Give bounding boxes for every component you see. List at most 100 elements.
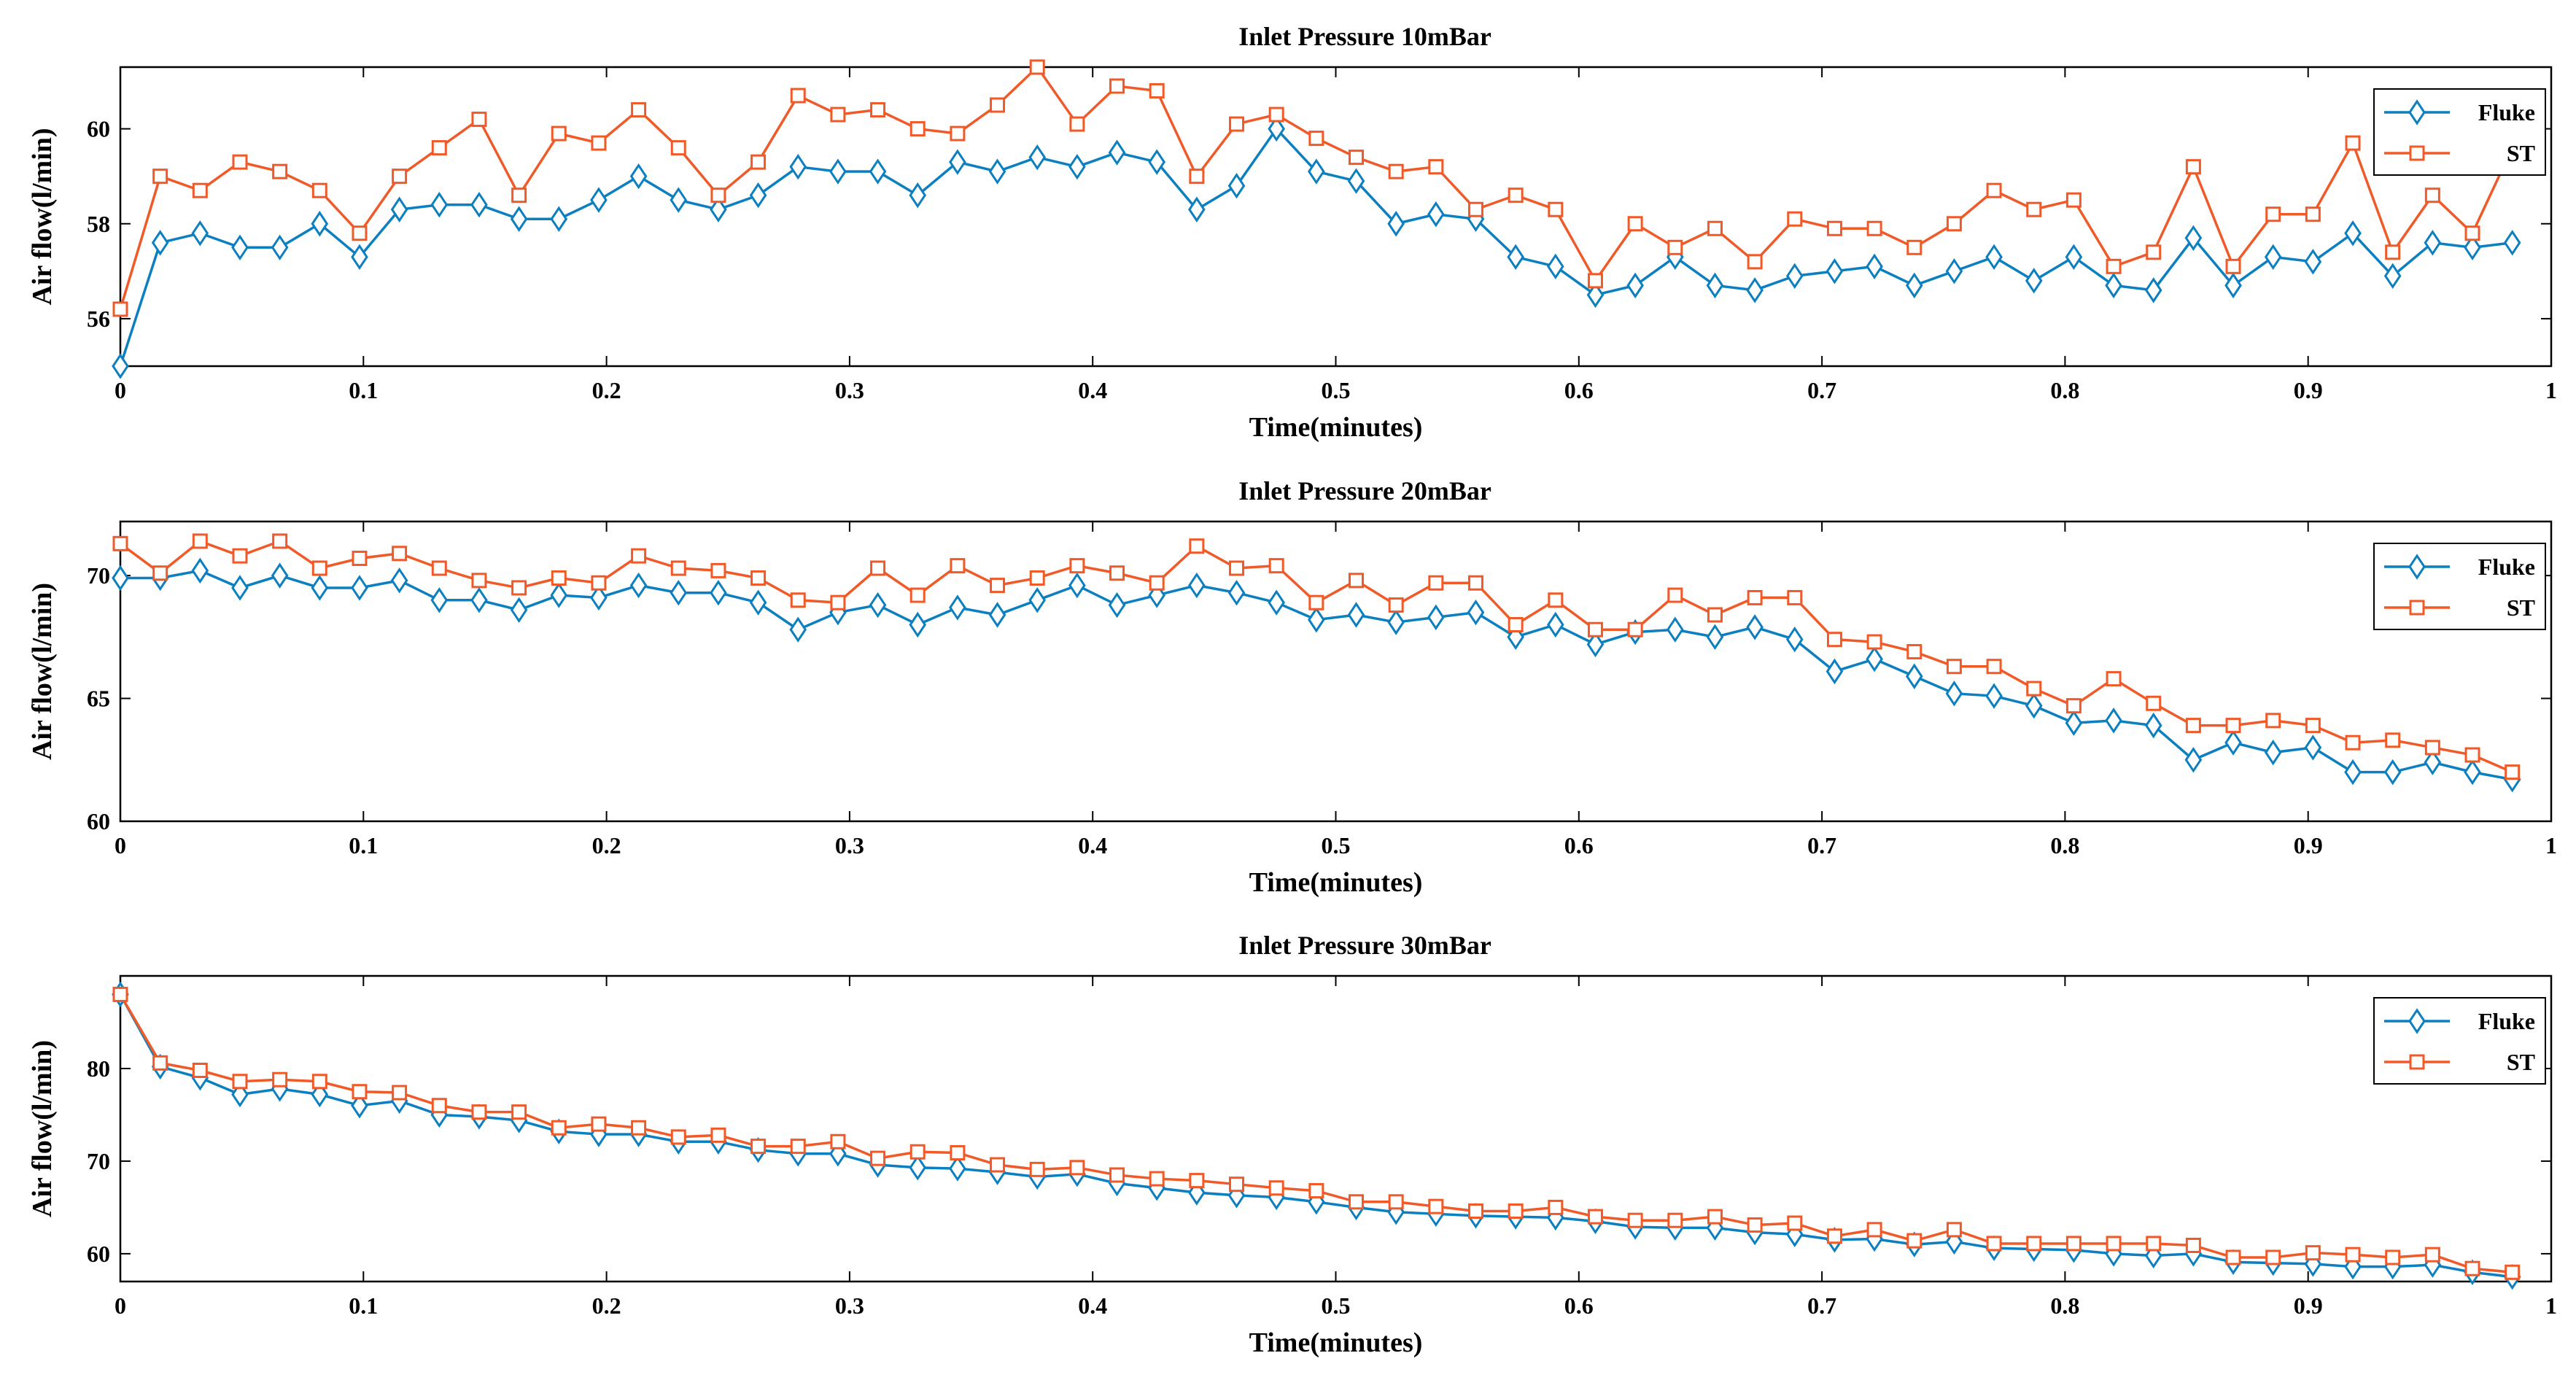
data-point (749, 182, 767, 209)
data-point (950, 1145, 966, 1161)
data-point (551, 125, 567, 141)
data-point (2344, 220, 2362, 247)
series-fluke (112, 115, 2521, 379)
y-tick-label: 56 (87, 306, 110, 332)
x-tick-label: 0.6 (1564, 1292, 1594, 1319)
data-point (1746, 614, 1764, 640)
data-point (2026, 1236, 2042, 1252)
data-point (1347, 602, 1365, 628)
data-point (1508, 616, 1524, 632)
data-point (272, 1071, 288, 1087)
data-point (2144, 277, 2162, 303)
data-point (1945, 681, 1963, 707)
data-point (1826, 1228, 1842, 1244)
data-point (272, 163, 288, 179)
data-point (2424, 230, 2442, 256)
data-point (1706, 272, 1724, 299)
data-point (390, 567, 408, 594)
data-point (1507, 244, 1524, 271)
y-tick-label: 70 (87, 562, 110, 589)
data-point (1866, 253, 1883, 280)
data-point (1308, 607, 1325, 633)
data-point (2106, 258, 2122, 274)
data-point (2383, 263, 2402, 290)
y-axis-label: Air flow(l/min) (27, 1040, 58, 1217)
legend-marker-square (2409, 145, 2425, 161)
data-point (551, 1120, 567, 1136)
data-point (1189, 1173, 1205, 1189)
data-point (112, 301, 128, 317)
data-point (1308, 131, 1324, 147)
data-point (1547, 253, 1564, 280)
data-point (830, 106, 846, 123)
data-point (1029, 1161, 1045, 1177)
data-point (551, 570, 567, 586)
data-point (1707, 607, 1723, 623)
data-point (1229, 1176, 1245, 1193)
x-axis-label: Time(minutes) (1249, 867, 1423, 898)
data-point (2065, 710, 2083, 736)
data-point (112, 353, 129, 379)
data-point (2025, 268, 2043, 294)
x-tick-label: 0 (115, 832, 126, 858)
legend-marker-diamond (2408, 1008, 2426, 1034)
y-axis-label: Air flow(l/min) (27, 128, 58, 305)
data-point (1148, 149, 1165, 175)
data-point (750, 154, 767, 170)
data-point (1667, 1212, 1683, 1228)
data-point (590, 187, 608, 213)
data-point (2464, 234, 2481, 261)
data-point (790, 1139, 806, 1155)
data-point (670, 187, 688, 213)
data-point (1667, 587, 1683, 603)
legend: Fluke ST (2373, 543, 2546, 630)
data-point (909, 611, 927, 638)
x-tick-label: 0.5 (1322, 377, 1351, 403)
data-point (2345, 135, 2361, 151)
x-tick-label: 0.7 (1807, 1292, 1836, 1319)
data-point (2146, 244, 2162, 260)
legend-marker-square (2409, 1054, 2425, 1070)
data-point (2264, 244, 2282, 271)
data-point (352, 225, 368, 241)
legend-marker-diamond (2408, 99, 2426, 125)
data-point (2225, 1249, 2241, 1265)
data-point (2505, 1264, 2521, 1280)
data-point (1826, 258, 1844, 284)
data-point (2464, 225, 2480, 241)
data-point (232, 548, 248, 564)
data-point (1627, 216, 1643, 232)
data-point (2464, 759, 2481, 786)
data-point (1308, 1183, 1324, 1199)
data-point (1108, 139, 1126, 166)
data-point (1149, 575, 1165, 591)
data-point (1268, 115, 1285, 142)
data-point (392, 168, 408, 185)
data-point (1068, 572, 1086, 599)
data-point (1985, 244, 2003, 271)
data-point (710, 579, 727, 606)
data-point (629, 163, 648, 190)
data-point (470, 192, 488, 218)
legend-label-fluke: Fluke (2478, 554, 2535, 580)
data-point (231, 234, 249, 261)
legend-label-st: ST (2507, 140, 2535, 166)
data-point (1428, 1198, 1444, 1214)
x-tick-label: 1 (2545, 1292, 2557, 1319)
data-point (1149, 83, 1165, 99)
data-point (1189, 538, 1205, 554)
data-point (1308, 158, 1325, 185)
data-point (1986, 182, 2002, 198)
x-tick-label: 1 (2545, 832, 2557, 858)
data-point (2224, 272, 2242, 299)
data-point (1108, 592, 1126, 619)
data-point (1586, 282, 1605, 309)
data-point (2424, 749, 2442, 775)
data-point (1109, 565, 1125, 581)
data-point (1666, 616, 1684, 643)
data-point (1787, 1215, 1803, 1231)
data-point (1188, 572, 1206, 599)
data-point (430, 192, 449, 218)
data-point (710, 196, 727, 222)
data-point (2185, 1237, 2201, 1253)
